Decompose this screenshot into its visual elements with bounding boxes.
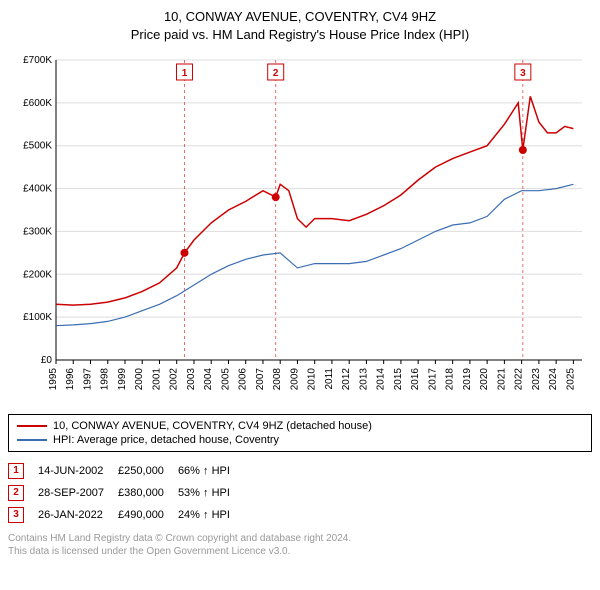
legend-line-icon (17, 425, 47, 427)
marker-row: 1 14-JUN-2002£250,00066% ↑ HPI (8, 460, 244, 482)
marker-price: £490,000 (118, 504, 178, 526)
marker-row: 2 28-SEP-2007£380,00053% ↑ HPI (8, 482, 244, 504)
svg-text:2013: 2013 (358, 368, 369, 391)
svg-text:2001: 2001 (151, 368, 162, 391)
svg-text:£300K: £300K (23, 227, 52, 238)
chart-container: £0 £100K £200K £300K £400K £500K £600K £700K 199… (8, 50, 592, 410)
svg-text:1999: 1999 (117, 368, 128, 391)
svg-text:2015: 2015 (393, 368, 404, 391)
attribution-line1: Contains HM Land Registry data © Crown c… (8, 532, 592, 545)
marker-date: 14-JUN-2002 (38, 460, 118, 482)
marker-badge-icon: 2 (8, 485, 24, 501)
marker-row: 3 26-JAN-2022£490,00024% ↑ HPI (8, 504, 244, 526)
svg-text:2014: 2014 (376, 368, 387, 391)
chart-title-line2: Price paid vs. HM Land Registry's House … (8, 26, 592, 44)
svg-text:2008: 2008 (272, 368, 283, 391)
svg-text:2007: 2007 (255, 368, 266, 391)
svg-text:1995: 1995 (48, 368, 59, 391)
marker-badge-icon: 1 (8, 463, 24, 479)
svg-text:£0: £0 (41, 355, 53, 366)
svg-text:1996: 1996 (65, 368, 76, 391)
svg-text:2022: 2022 (514, 368, 525, 391)
svg-text:1998: 1998 (100, 368, 111, 391)
svg-text:2023: 2023 (531, 368, 542, 391)
svg-text:£600K: £600K (23, 98, 52, 109)
attribution-line2: This data is licensed under the Open Gov… (8, 545, 592, 558)
svg-text:2010: 2010 (307, 368, 318, 391)
svg-text:£700K: £700K (23, 55, 52, 66)
svg-text:2003: 2003 (186, 368, 197, 391)
svg-text:2009: 2009 (289, 368, 300, 391)
svg-text:1997: 1997 (82, 368, 93, 391)
marker-date: 28-SEP-2007 (38, 482, 118, 504)
svg-text:2000: 2000 (134, 368, 145, 391)
svg-text:2024: 2024 (548, 368, 559, 391)
marker-vs-hpi: 66% ↑ HPI (178, 460, 244, 482)
svg-text:3: 3 (520, 68, 526, 79)
svg-text:2017: 2017 (427, 368, 438, 391)
svg-text:2025: 2025 (565, 368, 576, 391)
svg-text:2: 2 (273, 68, 279, 79)
svg-text:2018: 2018 (445, 368, 456, 391)
svg-text:£100K: £100K (23, 313, 52, 324)
svg-text:2011: 2011 (324, 368, 335, 390)
svg-text:2006: 2006 (238, 368, 249, 391)
svg-text:£200K: £200K (23, 270, 52, 281)
marker-price: £380,000 (118, 482, 178, 504)
marker-vs-hpi: 24% ↑ HPI (178, 504, 244, 526)
chart-legend: 10, CONWAY AVENUE, COVENTRY, CV4 9HZ (de… (8, 414, 592, 452)
legend-row-price-paid: 10, CONWAY AVENUE, COVENTRY, CV4 9HZ (de… (17, 419, 583, 433)
svg-text:2005: 2005 (220, 368, 231, 391)
marker-price: £250,000 (118, 460, 178, 482)
svg-text:2019: 2019 (462, 368, 473, 391)
svg-text:2016: 2016 (410, 368, 421, 391)
svg-text:2004: 2004 (203, 368, 214, 391)
price-chart: £0 £100K £200K £300K £400K £500K £600K £700K 199… (8, 50, 592, 410)
svg-text:£400K: £400K (23, 184, 52, 195)
chart-title-block: 10, CONWAY AVENUE, COVENTRY, CV4 9HZ Pri… (8, 8, 592, 44)
svg-text:2021: 2021 (496, 368, 507, 391)
legend-label-hpi: HPI: Average price, detached house, Cove… (53, 434, 279, 446)
legend-label-price-paid: 10, CONWAY AVENUE, COVENTRY, CV4 9HZ (de… (53, 420, 372, 432)
marker-table: 1 14-JUN-2002£250,00066% ↑ HPI 2 28-SEP-200… (8, 460, 244, 526)
svg-text:1: 1 (182, 68, 188, 79)
legend-line-icon (17, 439, 47, 441)
svg-text:£500K: £500K (23, 141, 52, 152)
chart-title-line1: 10, CONWAY AVENUE, COVENTRY, CV4 9HZ (8, 8, 592, 26)
marker-date: 26-JAN-2022 (38, 504, 118, 526)
marker-vs-hpi: 53% ↑ HPI (178, 482, 244, 504)
marker-badge-icon: 3 (8, 507, 24, 523)
svg-text:2012: 2012 (341, 368, 352, 391)
svg-text:2020: 2020 (479, 368, 490, 391)
svg-text:2002: 2002 (169, 368, 180, 391)
legend-row-hpi: HPI: Average price, detached house, Cove… (17, 433, 583, 447)
attribution-text: Contains HM Land Registry data © Crown c… (8, 532, 592, 558)
